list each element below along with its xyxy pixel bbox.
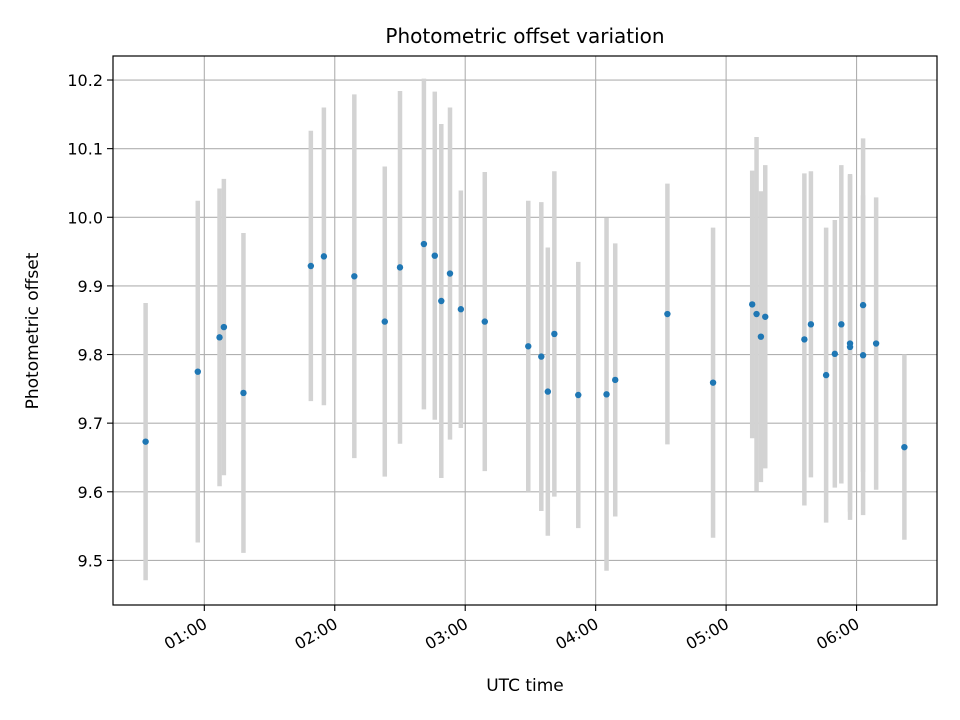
data-point bbox=[859, 352, 867, 359]
data-point bbox=[216, 334, 223, 341]
data-point bbox=[525, 343, 532, 350]
y-tick-label: 9.7 bbox=[78, 414, 103, 433]
data-point bbox=[753, 310, 760, 318]
data-point bbox=[481, 318, 488, 325]
y-tick-label: 10.0 bbox=[67, 208, 103, 227]
data-point bbox=[709, 379, 717, 386]
data-point bbox=[801, 336, 808, 343]
data-points bbox=[142, 240, 908, 451]
data-point bbox=[551, 330, 558, 338]
data-point bbox=[457, 306, 465, 313]
y-tick-label: 9.8 bbox=[78, 346, 103, 365]
data-point bbox=[438, 297, 445, 305]
data-point bbox=[859, 301, 867, 309]
error-bars bbox=[143, 78, 907, 581]
data-point bbox=[194, 368, 201, 375]
data-point bbox=[240, 389, 247, 397]
y-tick-label: 9.9 bbox=[78, 277, 103, 296]
data-point bbox=[664, 310, 671, 318]
data-point bbox=[807, 321, 815, 328]
y-tick-label: 9.5 bbox=[78, 551, 103, 570]
data-point bbox=[351, 273, 358, 280]
data-point bbox=[396, 264, 404, 271]
data-point bbox=[431, 252, 438, 259]
x-tick-label: 05:00 bbox=[683, 614, 732, 654]
data-point bbox=[544, 388, 552, 395]
data-point bbox=[220, 323, 228, 331]
data-point bbox=[142, 438, 149, 445]
data-point bbox=[307, 262, 315, 270]
data-point bbox=[420, 240, 428, 248]
x-tick-label: 03:00 bbox=[422, 614, 471, 654]
data-point bbox=[538, 353, 545, 360]
y-tick-label: 10.1 bbox=[67, 140, 103, 159]
data-point bbox=[872, 340, 880, 347]
data-point bbox=[575, 391, 582, 399]
data-point bbox=[822, 371, 830, 379]
plot-frame bbox=[112, 55, 938, 606]
data-point bbox=[838, 321, 845, 328]
data-point bbox=[446, 270, 454, 277]
data-point bbox=[748, 301, 756, 308]
data-point bbox=[831, 350, 839, 358]
data-point bbox=[612, 376, 619, 384]
y-tick-label: 9.6 bbox=[78, 483, 103, 502]
data-point bbox=[603, 391, 610, 398]
grid-lines bbox=[113, 56, 937, 605]
data-point bbox=[320, 253, 328, 260]
x-tick-label: 01:00 bbox=[161, 614, 210, 654]
x-axis-ticks: 01:00 02:00 03:00 04:00 05:00 06:00 bbox=[161, 605, 863, 654]
x-tick-label: 02:00 bbox=[291, 614, 340, 654]
y-tick-label: 10.2 bbox=[67, 71, 103, 90]
data-point bbox=[381, 318, 388, 325]
y-axis-ticks: 9.5 9.6 9.7 9.8 9.9 10.0 10.1 10.2 bbox=[67, 71, 113, 570]
data-point bbox=[901, 443, 908, 451]
x-tick-label: 06:00 bbox=[813, 614, 862, 654]
x-tick-label: 04:00 bbox=[552, 614, 601, 654]
data-point bbox=[757, 333, 765, 340]
chart-title: Photometric offset variation bbox=[385, 24, 664, 48]
y-axis-title: Photometric offset bbox=[23, 252, 43, 409]
data-point bbox=[762, 313, 769, 320]
x-axis-title: UTC time bbox=[486, 676, 564, 696]
data-point bbox=[846, 343, 854, 351]
